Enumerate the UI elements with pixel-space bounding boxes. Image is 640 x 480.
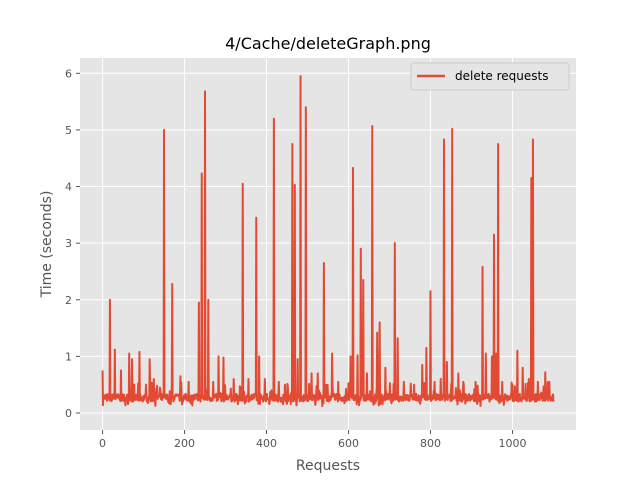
y-axis-label: Time (seconds) — [39, 191, 55, 299]
series-line-delete-requests — [101, 75, 555, 408]
x-tick-label: 400 — [256, 437, 277, 450]
y-tick-label: 6 — [65, 67, 72, 80]
legend-label-delete-requests: delete requests — [455, 69, 549, 83]
y-tick-label: 2 — [65, 294, 72, 307]
y-tick-label: 5 — [65, 124, 72, 137]
y-axis: 0 1 2 3 4 5 6 — [65, 67, 80, 420]
y-tick-label: 0 — [65, 407, 72, 420]
legend: delete requests — [410, 62, 570, 91]
x-tick-label: 800 — [420, 437, 441, 450]
y-tick-label: 3 — [65, 237, 72, 250]
x-tick-label: 1000 — [498, 437, 526, 450]
legend-box — [410, 62, 570, 91]
x-axis-label: Requests — [296, 458, 360, 474]
series-layer — [101, 75, 555, 408]
chart-title: 4/Cache/deleteGraph.png — [225, 34, 431, 53]
plot-area — [80, 58, 576, 430]
y-tick-label: 4 — [65, 181, 72, 194]
x-tick-label: 200 — [174, 437, 195, 450]
x-axis: 0 200 400 600 800 1000 — [99, 430, 526, 450]
x-tick-label: 600 — [338, 437, 359, 450]
x-tick-label: 0 — [99, 437, 106, 450]
y-tick-label: 1 — [65, 350, 72, 363]
